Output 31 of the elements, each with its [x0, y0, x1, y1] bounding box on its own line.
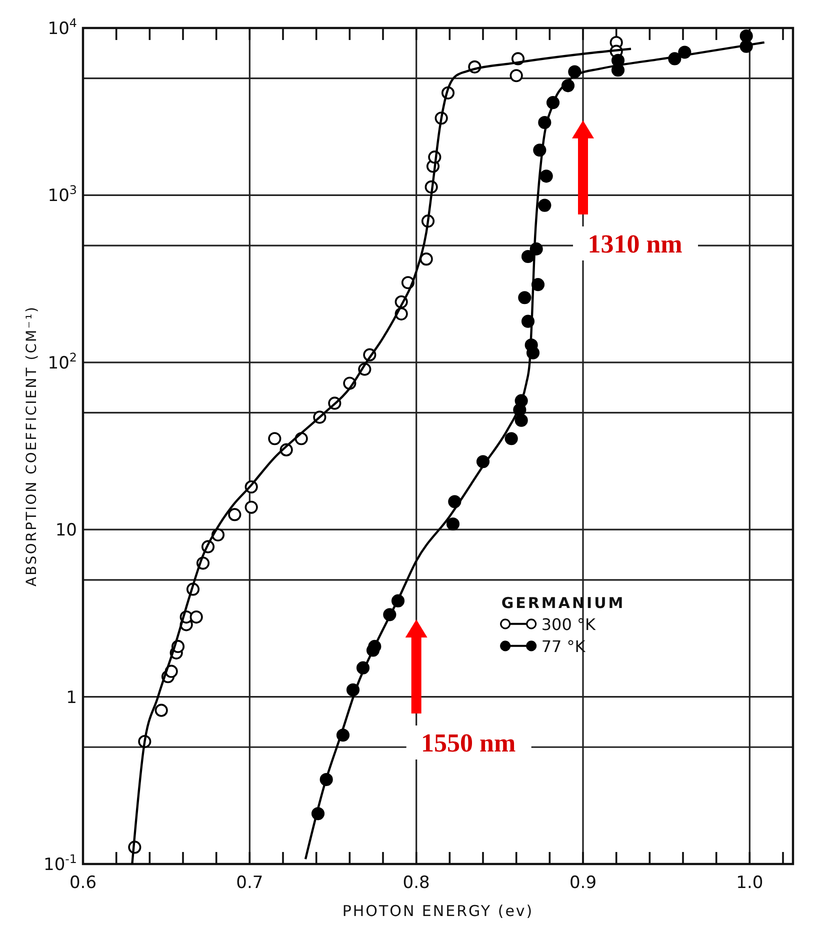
y-tick-label: 10$^{3}$: [48, 183, 77, 206]
point: [268, 432, 282, 446]
point: [514, 414, 528, 427]
point: [190, 610, 203, 624]
x-axis-title: PHOTON ENERGY (ev): [342, 902, 534, 920]
y-tick-label: 10$^{-1}$: [44, 852, 77, 875]
line-series: [304, 41, 766, 860]
point: [154, 704, 168, 717]
y-tick-label: 1: [66, 688, 77, 708]
x-tick-label: 0.8: [402, 873, 430, 893]
x-tick-label: 0.9: [569, 873, 597, 893]
annotation: 1550 nm: [421, 728, 516, 758]
point: [228, 508, 242, 522]
point: [446, 517, 460, 531]
point: [538, 198, 552, 212]
point: [521, 250, 535, 264]
point: [510, 69, 523, 82]
point: [420, 252, 433, 266]
point: [540, 170, 553, 183]
y-tick-label: 10$^{4}$: [48, 16, 77, 39]
y-tick-label: 10$^{2}$: [48, 350, 77, 374]
annotation: 1310 nm: [588, 229, 683, 258]
point: [504, 432, 518, 446]
x-tick-label: 1.0: [736, 873, 764, 893]
point: [740, 30, 753, 43]
point: [244, 500, 258, 514]
x-tick-label: 0.6: [69, 873, 97, 893]
x-tick-label: 0.7: [236, 873, 264, 893]
y-axis-title: ABSORPTION COEFFICIENT (CM⁻¹): [24, 305, 40, 587]
y-tick-label: 10: [55, 520, 77, 541]
point: [518, 291, 532, 304]
